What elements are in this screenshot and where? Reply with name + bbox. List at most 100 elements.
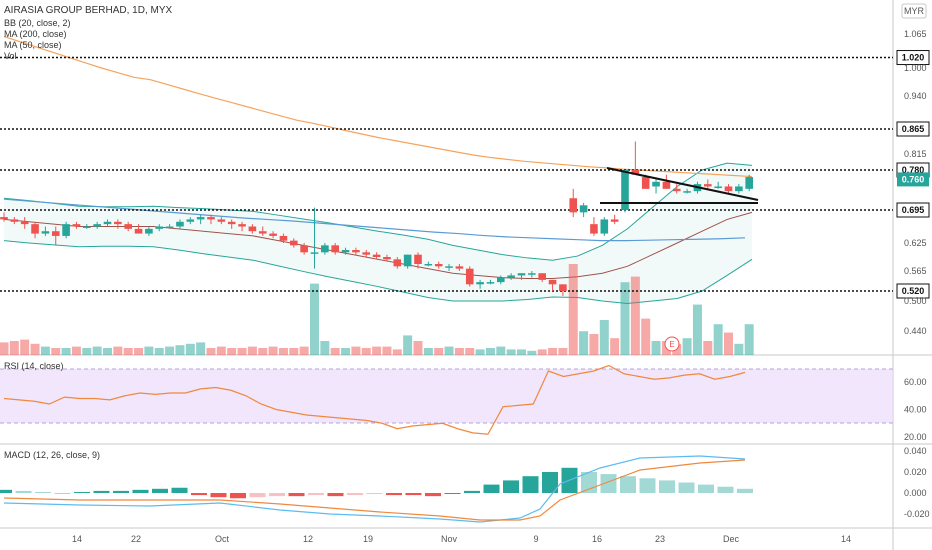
candle[interactable]	[331, 243, 339, 255]
candle[interactable]	[352, 247, 360, 255]
candle-body	[579, 205, 588, 213]
candle[interactable]	[310, 207, 319, 269]
candle[interactable]	[672, 184, 681, 194]
candle[interactable]	[258, 226, 267, 236]
candle[interactable]	[403, 254, 412, 269]
volume-bar	[734, 343, 744, 355]
candle[interactable]	[155, 224, 164, 232]
candle[interactable]	[497, 275, 505, 285]
candle[interactable]	[372, 252, 381, 260]
candle[interactable]	[559, 284, 567, 296]
candle[interactable]	[165, 224, 174, 229]
candle[interactable]	[134, 224, 143, 234]
volume-bar	[548, 348, 558, 355]
candle[interactable]	[714, 181, 722, 189]
candle[interactable]	[662, 174, 671, 189]
candle[interactable]	[186, 217, 195, 225]
candle[interactable]	[321, 243, 329, 255]
candle[interactable]	[434, 261, 443, 269]
price-level-tag	[896, 121, 930, 137]
earnings-marker[interactable]	[664, 336, 680, 352]
currency-badge-text: MYR	[904, 6, 925, 16]
candle[interactable]	[290, 238, 298, 248]
candle[interactable]	[124, 221, 132, 232]
candle[interactable]	[393, 257, 402, 269]
candle[interactable]	[207, 214, 215, 225]
macd-histogram-bar	[74, 491, 90, 493]
candle[interactable]	[621, 170, 629, 213]
candle[interactable]	[465, 266, 474, 287]
candle[interactable]	[103, 219, 112, 227]
macd-histogram-bar	[132, 489, 149, 493]
candle[interactable]	[10, 217, 19, 225]
candle[interactable]	[486, 279, 495, 285]
candle[interactable]	[507, 273, 515, 280]
candle[interactable]	[0, 212, 8, 222]
candle[interactable]	[238, 221, 246, 232]
candle[interactable]	[445, 264, 453, 271]
candle[interactable]	[176, 219, 184, 229]
last-price-tag	[897, 172, 929, 187]
candle[interactable]	[196, 214, 205, 225]
candle[interactable]	[217, 217, 226, 225]
candle[interactable]	[455, 264, 464, 271]
macd-histogram-bar	[54, 493, 71, 494]
candle[interactable]	[704, 179, 712, 189]
candle[interactable]	[538, 273, 546, 283]
candle[interactable]	[114, 219, 122, 229]
bb-fill	[4, 163, 752, 304]
candle-body	[403, 254, 412, 267]
candle[interactable]	[631, 141, 640, 175]
candle[interactable]	[300, 243, 308, 255]
candle[interactable]	[31, 221, 39, 239]
candle[interactable]	[41, 226, 50, 236]
candle[interactable]	[517, 273, 526, 280]
candle[interactable]	[610, 214, 619, 225]
currency-badge[interactable]	[901, 3, 927, 19]
candle[interactable]	[548, 279, 557, 291]
volume-bar	[382, 346, 392, 355]
candle-body	[735, 186, 743, 192]
candle[interactable]	[83, 224, 91, 229]
candle[interactable]	[414, 252, 422, 269]
candle[interactable]	[20, 217, 29, 229]
candle[interactable]	[476, 279, 484, 289]
candle[interactable]	[735, 184, 743, 194]
candle[interactable]	[590, 217, 598, 236]
candle[interactable]	[62, 221, 70, 239]
volume-bar	[423, 348, 433, 355]
candle[interactable]	[528, 271, 536, 278]
candle[interactable]	[248, 224, 257, 234]
candle[interactable]	[341, 247, 350, 255]
candle[interactable]	[652, 179, 660, 194]
candle[interactable]	[424, 261, 433, 267]
candle[interactable]	[724, 184, 733, 194]
candle[interactable]	[269, 231, 277, 239]
candle-body	[300, 245, 308, 253]
candle[interactable]	[72, 221, 81, 229]
candle-body	[621, 170, 629, 210]
candle[interactable]	[145, 226, 153, 236]
time-tick-label: 16	[592, 534, 602, 544]
candle[interactable]	[227, 219, 236, 229]
candle-body	[31, 224, 39, 234]
candle[interactable]	[51, 226, 60, 246]
last-price-label: 0.760	[902, 174, 925, 184]
candle[interactable]	[569, 188, 578, 218]
candle[interactable]	[579, 202, 588, 218]
candle[interactable]	[600, 217, 609, 236]
macd-tick-label: 0.000	[904, 488, 927, 498]
candle[interactable]	[362, 250, 371, 257]
volume-bar	[227, 348, 237, 355]
candle[interactable]	[683, 188, 691, 194]
macd-histogram-bar	[0, 489, 12, 493]
time-tick-label: Oct	[215, 534, 230, 544]
candle[interactable]	[93, 221, 101, 229]
candle[interactable]	[745, 174, 753, 192]
candle[interactable]	[383, 254, 391, 262]
candle-body	[248, 226, 257, 232]
candle-body	[724, 186, 733, 192]
candle[interactable]	[279, 233, 288, 243]
volume-bar	[496, 346, 506, 355]
